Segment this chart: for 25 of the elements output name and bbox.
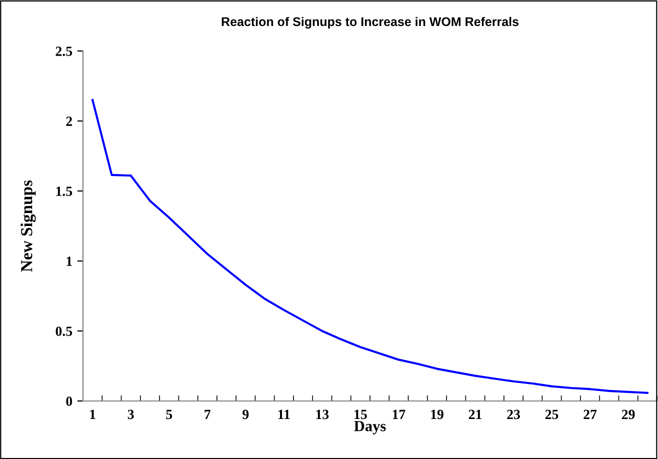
x-tick-label: 27 [584,410,597,419]
x-axis-title: Days [354,421,386,434]
y-tick-label: 1 [66,256,72,266]
y-tick-label: 2.5 [56,46,72,56]
x-tick-label: 1 [90,410,96,419]
chart-title: Reaction of Signups to Increase in WOM Referrals [222,16,518,29]
x-tick-label: 21 [468,410,482,419]
y-tick-label: 0.5 [56,326,72,336]
x-tick-label: 15 [354,410,367,420]
x-tick-label: 7 [204,410,210,419]
x-tick-label: 3 [128,410,134,420]
x-tick-label: 17 [392,410,406,419]
x-tick-label: 19 [431,410,444,420]
x-tick-label: 5 [166,410,172,420]
y-tick-label: 1.5 [56,186,72,196]
x-tick-label: 23 [507,410,520,420]
x-tick-label: 11 [278,410,290,419]
y-tick-label: 2 [66,116,72,126]
y-tick-label: 0 [66,396,72,406]
line-series [92,98,648,394]
x-tick-label: 9 [242,410,249,420]
y-axis-title: New Signups [20,180,36,272]
x-tick-label: 13 [316,410,329,420]
x-tick-label: 29 [622,410,635,420]
x-tick-label: 25 [545,410,558,420]
